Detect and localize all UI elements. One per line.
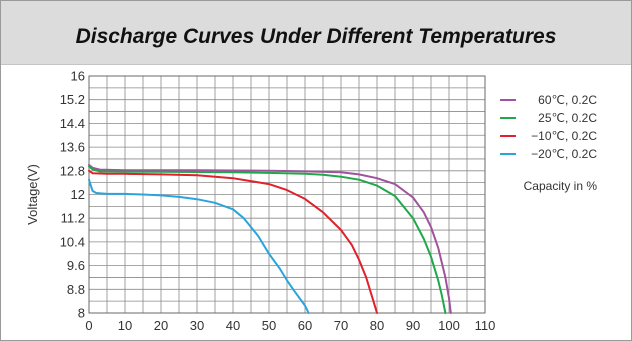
chart-title: Discharge Curves Under Different Tempera… — [75, 25, 557, 48]
legend-label: −10℃, 0.2C — [531, 129, 597, 143]
x-tick-label: 20 — [154, 318, 168, 333]
y-tick-label: 13.6 — [60, 140, 85, 155]
y-tick-label: 12 — [71, 187, 85, 202]
x-tick-label: 10 — [118, 318, 132, 333]
y-tick-label: 8 — [78, 306, 85, 321]
legend-note: Capacity in % — [524, 179, 598, 193]
plot-border — [88, 75, 486, 314]
x-tick-label: 70 — [334, 318, 348, 333]
series-line — [88, 178, 310, 314]
legend-label: 60℃, 0.2C — [538, 93, 597, 107]
x-tick-label: 40 — [226, 318, 240, 333]
x-tick-label: 100 — [438, 318, 460, 333]
x-tick-label: 90 — [406, 318, 420, 333]
x-tick-label: 110 — [475, 318, 496, 333]
legend-label: 25℃, 0.2C — [538, 111, 597, 125]
y-axis-label: Voltage(V) — [25, 164, 40, 225]
legend-label: −20℃, 0.2C — [531, 147, 597, 161]
y-tick-label: 11.2 — [61, 211, 85, 226]
y-tick-label: 16 — [71, 69, 85, 84]
x-tick-label: 60 — [298, 318, 312, 333]
y-tick-label: 9.6 — [67, 258, 85, 273]
axis-labels: 0 10 20 30 40 50 60 70 80 90 100 110 8 8.8 9.6 10.4 11.2… — [60, 69, 496, 334]
title-bar: Discharge Curves Under Different Tempera… — [1, 1, 631, 65]
x-tick-label: 50 — [262, 318, 276, 333]
series-line — [88, 165, 447, 314]
y-tick-label: 15.2 — [60, 92, 85, 107]
y-tick-label: 8.8 — [67, 282, 85, 297]
series-line — [88, 163, 452, 314]
x-tick-label: 0 — [85, 318, 92, 333]
x-tick-label: 30 — [190, 318, 204, 333]
legend: 60℃, 0.2C 25℃, 0.2C −10℃, 0.2C −20℃, 0.2C Ca… — [500, 93, 597, 193]
series-lines — [88, 163, 452, 314]
series-line — [88, 169, 378, 314]
x-tick-label: 80 — [370, 318, 384, 333]
y-tick-label: 14.4 — [60, 116, 85, 131]
y-tick-label: 10.4 — [60, 234, 85, 249]
y-tick-label: 12.8 — [60, 163, 85, 178]
